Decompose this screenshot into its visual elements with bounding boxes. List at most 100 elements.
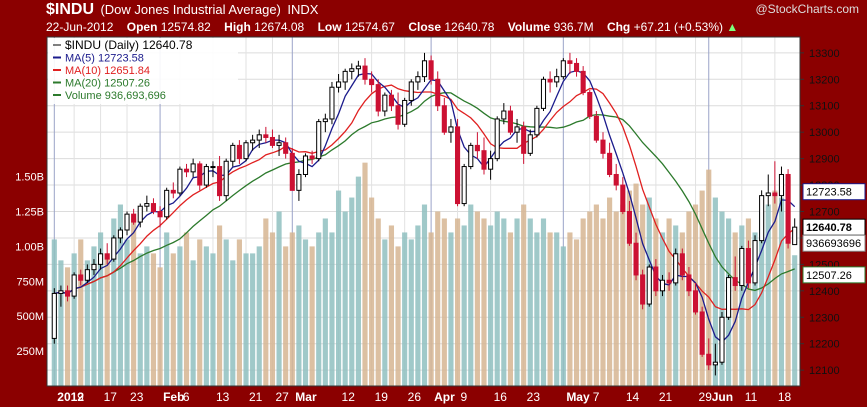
x-tick-label: Jun: [712, 390, 733, 404]
volume-bar: [309, 246, 315, 386]
volume-bar: [183, 232, 190, 386]
y-tick-label: 13100: [809, 101, 840, 113]
volume-bar: [263, 218, 269, 386]
candle-body: [309, 155, 315, 160]
x-tick-label: 23: [527, 390, 541, 404]
volume-bar: [150, 253, 157, 386]
volume-bars: [51, 162, 798, 386]
x-tick-label: 6: [183, 390, 190, 404]
candle-body: [653, 266, 659, 292]
volume-bar: [335, 190, 342, 386]
volume-bar: [488, 225, 494, 386]
volume-bar: [283, 246, 289, 386]
volume-bar: [144, 246, 150, 386]
candle-body: [78, 274, 84, 281]
volume-tick-label: 500M: [16, 311, 44, 323]
high-label: High: [224, 20, 251, 34]
volume-bar: [448, 232, 454, 386]
candle-body: [633, 242, 639, 276]
volume-bar: [593, 204, 599, 386]
volume-bar: [395, 246, 401, 386]
candle-body: [349, 68, 355, 72]
volume-bar: [203, 246, 209, 386]
candle-body: [455, 126, 461, 205]
volume-bar: [540, 218, 547, 386]
candle-body: [428, 60, 434, 80]
candle-body: [692, 290, 699, 313]
volume-bar: [170, 253, 176, 386]
volume-bar: [653, 218, 659, 386]
candle-body: [402, 99, 408, 125]
candle-body: [203, 166, 209, 186]
volume-bar: [626, 190, 633, 386]
candle-body: [778, 173, 785, 197]
candle-body: [587, 92, 593, 117]
legend-entry: MA(5) 12723.58: [65, 53, 144, 65]
volume-bar: [679, 232, 685, 386]
candle-body: [593, 115, 599, 141]
candle-body: [111, 237, 117, 260]
candle-body: [170, 189, 176, 194]
volume-bar: [71, 253, 77, 386]
volume-bar: [461, 225, 467, 386]
candle-body: [223, 160, 229, 197]
volume-bar: [613, 211, 619, 386]
volume-bar: [230, 260, 236, 386]
candle-body: [369, 78, 375, 86]
volume-bar: [739, 225, 745, 386]
candle-body: [659, 279, 666, 292]
candle-body: [51, 292, 57, 339]
volume-bar: [587, 211, 593, 386]
candle-body: [527, 134, 533, 154]
candle-body: [269, 136, 276, 146]
low-label: Low: [317, 20, 342, 34]
candle-body: [646, 266, 652, 305]
volume-bar: [131, 218, 137, 386]
x-tick-label: 12: [342, 390, 356, 404]
candle-body: [98, 253, 104, 265]
volume-bar: [197, 239, 203, 386]
candle-body: [117, 229, 123, 239]
candle-body: [534, 107, 540, 136]
volume-bar: [785, 176, 791, 386]
candle-body: [355, 65, 361, 70]
x-tick-label: 21: [249, 390, 263, 404]
volume-bar: [567, 232, 573, 386]
candle-body: [243, 142, 249, 160]
candle-body: [236, 144, 242, 160]
volume-bar: [481, 218, 487, 386]
volume-bar: [256, 246, 262, 386]
symbol: $INDU: [46, 1, 95, 18]
volume-bar: [759, 211, 765, 386]
volume-bar: [124, 239, 130, 386]
candle-body: [375, 84, 381, 112]
x-tick-label: Apr: [434, 390, 455, 404]
candle-body: [600, 139, 606, 154]
volume-bar: [117, 204, 123, 386]
candle-body: [752, 240, 758, 284]
candle-body: [276, 142, 282, 146]
volume-bar: [64, 267, 71, 386]
volume-tick-label: 1.50B: [15, 172, 44, 184]
x-tick-label: May: [566, 390, 590, 404]
candle-body: [336, 81, 342, 88]
candle-body: [666, 279, 672, 284]
candle-body: [699, 311, 705, 355]
volume-bar: [177, 246, 183, 386]
open-label: Open: [126, 20, 158, 34]
change-value: +67.21 (+0.53%): [633, 20, 724, 34]
volume-bar: [745, 218, 751, 386]
price-axis: 1210012200123001240012500126001270012800…: [800, 48, 840, 377]
candle-body: [488, 158, 494, 170]
y-tick-label: 12700: [809, 207, 840, 219]
candle-body: [395, 105, 401, 125]
volume-value-tag: 936693696: [806, 238, 861, 250]
candle-body: [719, 316, 725, 363]
candle-body: [256, 134, 262, 141]
ma20-value-tag-box: [802, 266, 866, 284]
volume-bar: [468, 204, 474, 386]
candle-body: [124, 213, 130, 231]
x-tick-label: 7: [593, 390, 600, 404]
volume-bar: [362, 162, 368, 386]
close-label: Close: [408, 20, 442, 34]
